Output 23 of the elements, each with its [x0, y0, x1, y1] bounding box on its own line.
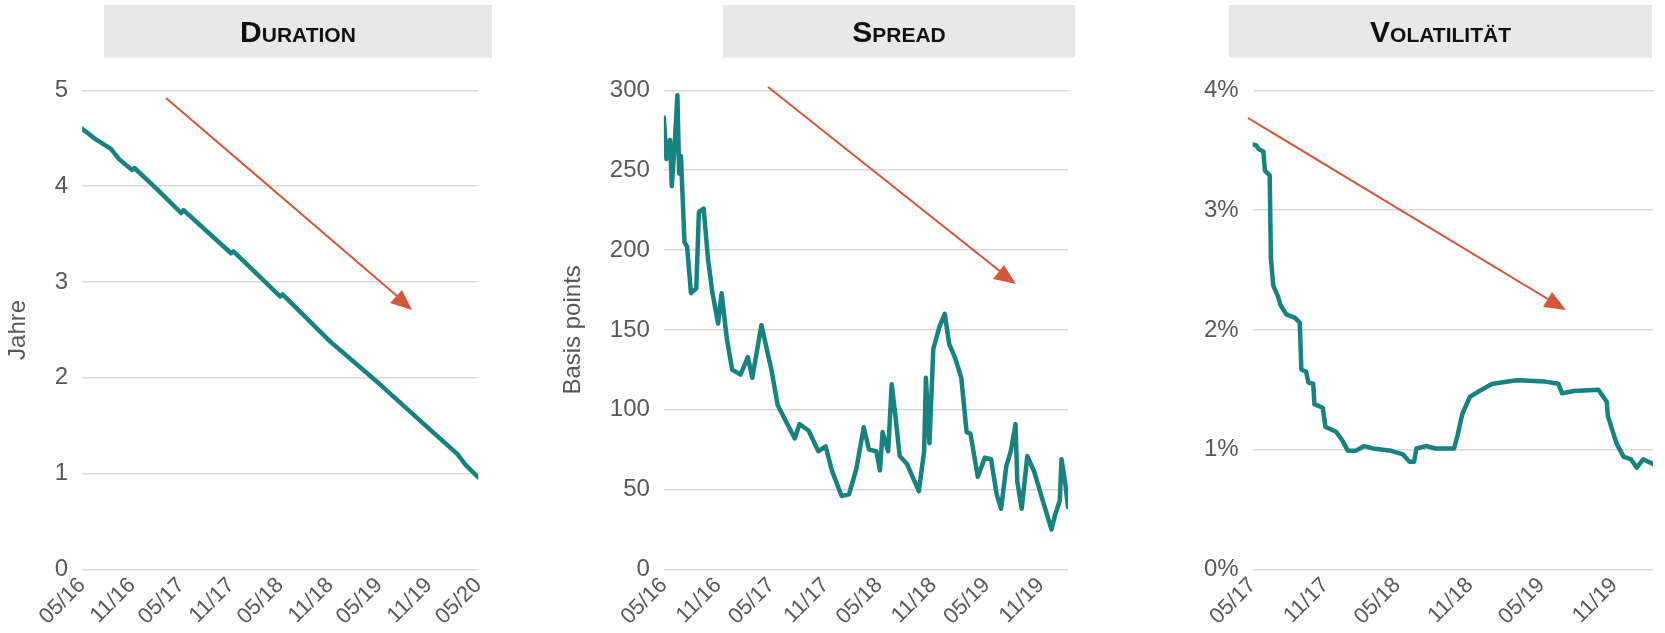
- y-tick-label: 2: [54, 362, 69, 390]
- y-tick-label: 300: [609, 75, 650, 103]
- y-tick-label: 0: [54, 554, 69, 582]
- y-tick-label: 150: [609, 314, 650, 342]
- chart-title: Volatilität: [1229, 5, 1652, 58]
- y-tick-label: 4%: [1204, 75, 1239, 103]
- y-tick-label: 1: [54, 458, 69, 486]
- chart-title: Duration: [104, 5, 492, 58]
- y-tick-label: 0: [636, 554, 650, 582]
- y-axis-title: Jahre: [3, 299, 31, 360]
- y-tick-label: 250: [609, 154, 650, 182]
- y-tick-label: 2%: [1204, 314, 1239, 342]
- y-tick-label: 3: [54, 266, 69, 294]
- y-tick-label: 0%: [1204, 554, 1239, 582]
- y-tick-label: 50: [623, 474, 650, 502]
- y-tick-label: 4: [54, 170, 69, 198]
- y-axis-title: Basis points: [558, 265, 586, 395]
- y-tick-label: 100: [609, 394, 650, 422]
- y-tick-label: 3%: [1204, 194, 1239, 222]
- chart-title: Spread: [723, 5, 1075, 58]
- y-tick-label: 5: [54, 75, 69, 103]
- y-tick-label: 200: [609, 234, 650, 262]
- y-tick-label: 1%: [1204, 434, 1239, 462]
